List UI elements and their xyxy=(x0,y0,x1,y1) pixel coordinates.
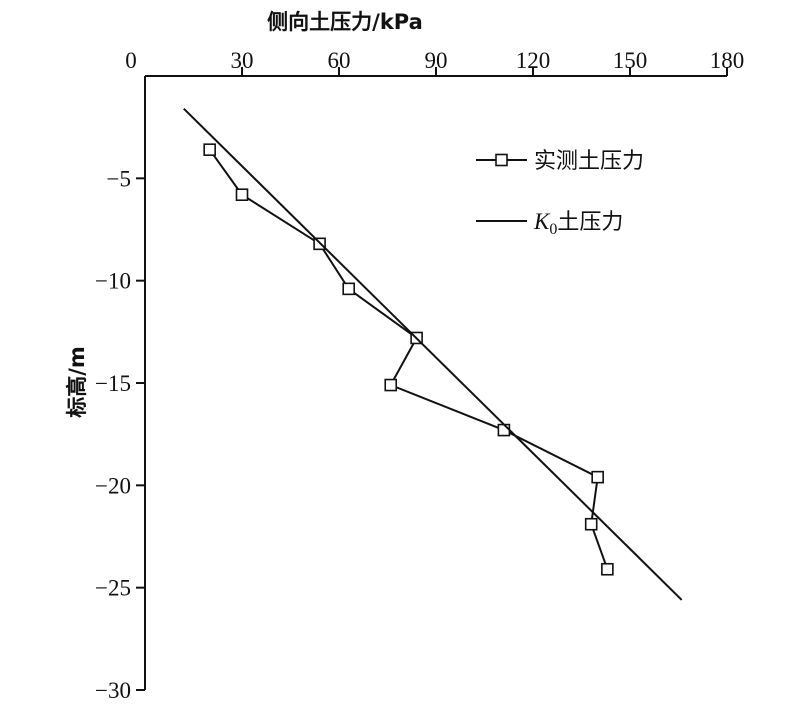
x-axis-ticks: 0 30 60 90 120 150 180 xyxy=(125,48,744,76)
data-point xyxy=(601,562,614,576)
series-line-1 xyxy=(183,107,683,601)
y-axis-title: 标高/m xyxy=(65,346,89,418)
y-tick-label: −5 xyxy=(107,166,131,191)
x-axis-title: 侧向土压力/kPa xyxy=(267,10,423,34)
x-tick-label: 180 xyxy=(710,48,745,73)
legend-measured-marker xyxy=(495,153,508,167)
data-point xyxy=(591,470,604,484)
series-layer xyxy=(183,107,683,601)
x-tick-label: 90 xyxy=(425,48,448,73)
series-line-0 xyxy=(208,149,609,570)
y-tick-label: −20 xyxy=(95,473,131,498)
legend-k0-text: 土压力 xyxy=(557,210,623,235)
data-point xyxy=(203,143,216,156)
y-tick-label: −10 xyxy=(95,269,131,294)
data-point xyxy=(384,378,398,392)
legend-measured-label: 实测土压力 xyxy=(534,149,644,174)
y-tick-label: −30 xyxy=(95,678,131,703)
data-point xyxy=(235,188,249,202)
y-tick-label: −25 xyxy=(95,576,131,601)
data-point xyxy=(584,517,598,531)
data-point xyxy=(342,282,356,296)
y-tick-label: −15 xyxy=(95,371,131,396)
legend-k0-symbol: K xyxy=(533,209,551,234)
legend-item-k0: K0土压力 xyxy=(476,209,623,238)
legend-k0-label: K0土压力 xyxy=(533,209,623,238)
x-tick-label: 60 xyxy=(328,48,351,73)
y-axis-ticks: −5 −10 −15 −20 −25 −30 xyxy=(95,166,145,703)
x-tick-label: 120 xyxy=(516,48,551,73)
legend-k0-subscript: 0 xyxy=(549,221,557,238)
x-tick-label: 30 xyxy=(231,48,254,73)
legend-item-measured: 实测土压力 xyxy=(476,149,644,174)
data-point xyxy=(497,423,511,437)
x-tick-label: 150 xyxy=(613,48,648,73)
legend: 实测土压力 K0土压力 xyxy=(476,149,644,238)
x-tick-label: 0 xyxy=(125,48,137,73)
